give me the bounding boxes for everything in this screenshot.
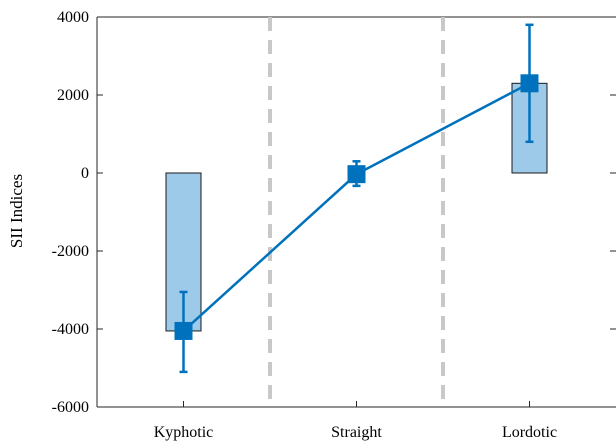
y-tick-label: 2000 [57,87,89,104]
y-tick-label: -6000 [52,399,89,416]
plot-area: 4000 2000 0 -2000 -4000 -6000 Kyphotic Straight… [52,9,616,441]
data-point-straight [347,165,366,184]
y-tick-label: 0 [81,165,89,182]
series-line [182,82,531,332]
y-tick-label: -4000 [52,321,89,338]
x-tick-label: Lordotic [502,424,557,441]
data-point-kyphotic [174,321,193,340]
x-tick-label: Kyphotic [154,424,214,441]
data-point-lordotic [520,74,539,93]
x-tick-label: Straight [331,424,382,441]
y-tick-label: 4000 [57,9,89,26]
y-tick-label: -2000 [52,243,89,260]
y-axis-label: SII Indices [7,174,26,248]
